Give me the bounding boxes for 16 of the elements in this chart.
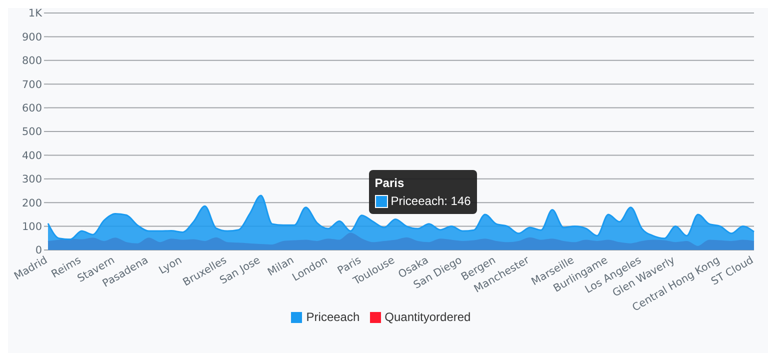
legend-label: Quantityordered: [384, 310, 471, 324]
y-tick-label: 300: [22, 174, 42, 186]
x-tick-label: Lyon: [157, 254, 184, 277]
y-tick-label: 500: [22, 126, 42, 138]
legend-label: Priceeach: [306, 310, 360, 324]
y-tick-label: 600: [22, 102, 42, 115]
category-label: Paris: [374, 176, 404, 190]
y-tick-label: 200: [22, 197, 42, 210]
y-tick-label: 1K: [28, 8, 44, 20]
y-tick-label: 700: [22, 78, 42, 91]
y-tick-label: 100: [22, 221, 42, 234]
y-tick-label: 800: [22, 55, 42, 68]
annotation: Priceeach: 146: [390, 193, 471, 210]
y-tick-label: 900: [22, 31, 42, 44]
y-tick-label: 400: [22, 150, 42, 162]
y-tick-label: 0: [35, 244, 42, 257]
